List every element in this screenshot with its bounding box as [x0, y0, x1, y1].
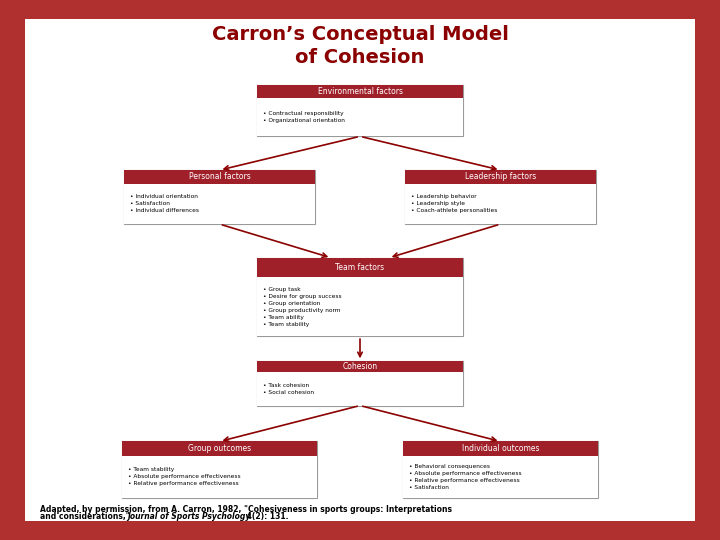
- Bar: [258, 85, 463, 98]
- Bar: [124, 184, 315, 224]
- Text: Personal factors: Personal factors: [189, 172, 251, 181]
- Text: 4(2): 131.: 4(2): 131.: [244, 512, 289, 521]
- Text: • Leadership behavior
• Leadership style
• Coach-athlete personalities: • Leadership behavior • Leadership style…: [410, 194, 497, 213]
- Bar: [258, 361, 463, 406]
- Bar: [403, 442, 598, 456]
- Bar: [403, 456, 598, 498]
- Bar: [258, 278, 463, 336]
- Bar: [122, 442, 317, 456]
- Bar: [258, 98, 463, 136]
- Text: Cohesion: Cohesion: [343, 362, 377, 372]
- Bar: [405, 184, 596, 224]
- Text: and considerations,": and considerations,": [40, 512, 132, 521]
- Text: Journal of Sports Psychology: Journal of Sports Psychology: [127, 512, 251, 521]
- Text: • Team stability
• Absolute performance effectiveness
• Relative performance eff: • Team stability • Absolute performance …: [128, 468, 240, 487]
- Bar: [124, 170, 315, 184]
- Text: Team factors: Team factors: [336, 263, 384, 272]
- Text: Individual outcomes: Individual outcomes: [462, 444, 539, 453]
- Text: • Group task
• Desire for group success
• Group orientation
• Group productivity: • Group task • Desire for group success …: [264, 287, 342, 327]
- Text: • Individual orientation
• Satisfaction
• Individual differences: • Individual orientation • Satisfaction …: [130, 194, 199, 213]
- Bar: [122, 456, 317, 498]
- Bar: [258, 258, 463, 336]
- Bar: [405, 170, 596, 224]
- Bar: [403, 442, 598, 498]
- Bar: [122, 442, 317, 498]
- Text: Group outcomes: Group outcomes: [188, 444, 251, 453]
- Bar: [258, 85, 463, 136]
- Text: Environmental factors: Environmental factors: [318, 87, 402, 96]
- Bar: [124, 170, 315, 224]
- Bar: [258, 373, 463, 406]
- Bar: [258, 258, 463, 278]
- Bar: [258, 361, 463, 373]
- Text: Carron’s Conceptual Model
of Cohesion: Carron’s Conceptual Model of Cohesion: [212, 25, 508, 67]
- Text: • Contractual responsibility
• Organizational orientation: • Contractual responsibility • Organizat…: [264, 111, 345, 123]
- Text: Leadership factors: Leadership factors: [465, 172, 536, 181]
- Bar: [405, 170, 596, 184]
- Text: Adapted, by permission, from A. Carron, 1982, "Cohesiveness in sports groups: In: Adapted, by permission, from A. Carron, …: [40, 505, 451, 514]
- Text: • Behavioral consequences
• Absolute performance effectiveness
• Relative perfor: • Behavioral consequences • Absolute per…: [409, 464, 521, 490]
- Text: • Task cohesion
• Social cohesion: • Task cohesion • Social cohesion: [264, 383, 314, 395]
